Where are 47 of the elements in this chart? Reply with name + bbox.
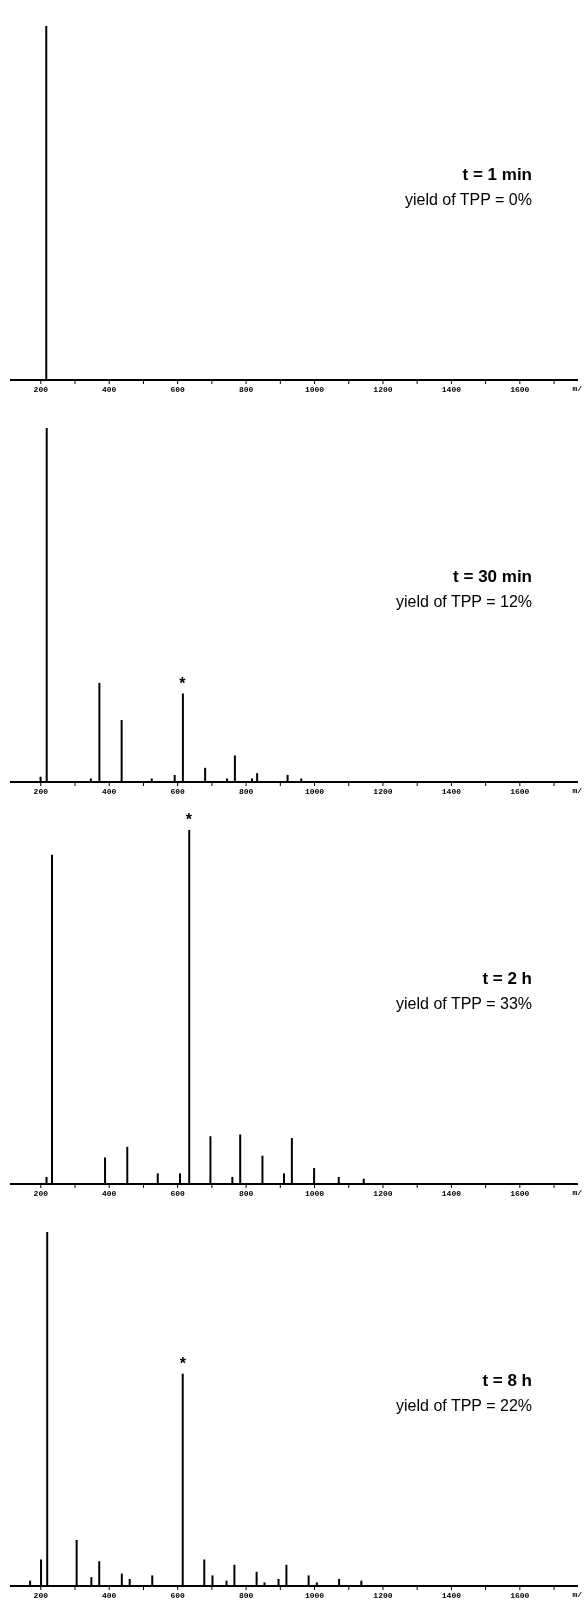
x-tick-label: 400: [102, 384, 117, 394]
x-tick-label: 600: [170, 1590, 186, 1600]
x-tick-label: 400: [102, 1590, 117, 1600]
x-tick-label: 1400: [441, 384, 462, 394]
x-tick-label: 600: [170, 786, 186, 796]
x-tick-label: 1600: [510, 786, 530, 796]
x-tick-label: 1600: [510, 384, 530, 394]
x-tick-label: 1400: [441, 786, 462, 796]
x-axis-title: m/: [572, 384, 582, 393]
x-tick-label: 1400: [441, 1188, 462, 1198]
x-tick-label: 200: [33, 786, 49, 796]
x-tick-label: 1200: [373, 1590, 393, 1600]
x-tick-label: 1200: [373, 384, 393, 394]
x-tick-label: 800: [238, 786, 254, 796]
x-tick-label: 600: [170, 1188, 186, 1198]
text: yield of TPP = 0%: [404, 191, 532, 209]
text: t = 2 h: [481, 969, 532, 989]
annotation: *: [185, 811, 193, 828]
x-tick-label: 200: [33, 384, 49, 394]
x-axis-title: m/: [572, 1188, 582, 1197]
x-tick-label: 1600: [510, 1188, 530, 1198]
x-tick-label: 1000: [304, 384, 325, 394]
text: yield of TPP = 33%: [396, 995, 532, 1013]
x-axis-title: m/: [572, 1590, 582, 1599]
x-tick-label: 1000: [304, 1590, 325, 1600]
annotation: *: [179, 674, 187, 692]
x-tick-label: 600: [170, 384, 186, 394]
text: t = 8 h: [481, 1371, 532, 1391]
x-tick-label: 200: [33, 1188, 49, 1198]
annotation: *: [179, 1354, 187, 1372]
x-tick-label: 1000: [304, 786, 325, 796]
x-tick-label: 1200: [373, 1188, 393, 1198]
x-tick-label: 1200: [373, 786, 393, 796]
x-tick-label: 200: [33, 1590, 49, 1600]
text: t = 1 min: [461, 165, 532, 185]
text: yield of TPP = 12%: [396, 593, 532, 611]
x-tick-label: 800: [238, 1188, 254, 1198]
text: t = 30 min: [452, 567, 532, 587]
x-tick-label: 1000: [304, 1188, 325, 1198]
x-tick-label: 400: [102, 1188, 117, 1198]
x-axis-title: m/: [572, 786, 582, 795]
x-tick-label: 800: [238, 1590, 254, 1600]
text: yield of TPP = 22%: [396, 1397, 532, 1415]
x-tick-label: 800: [238, 384, 254, 394]
x-tick-label: 1400: [441, 1590, 462, 1600]
x-tick-label: 1600: [510, 1590, 530, 1600]
x-tick-label: 400: [102, 786, 117, 796]
